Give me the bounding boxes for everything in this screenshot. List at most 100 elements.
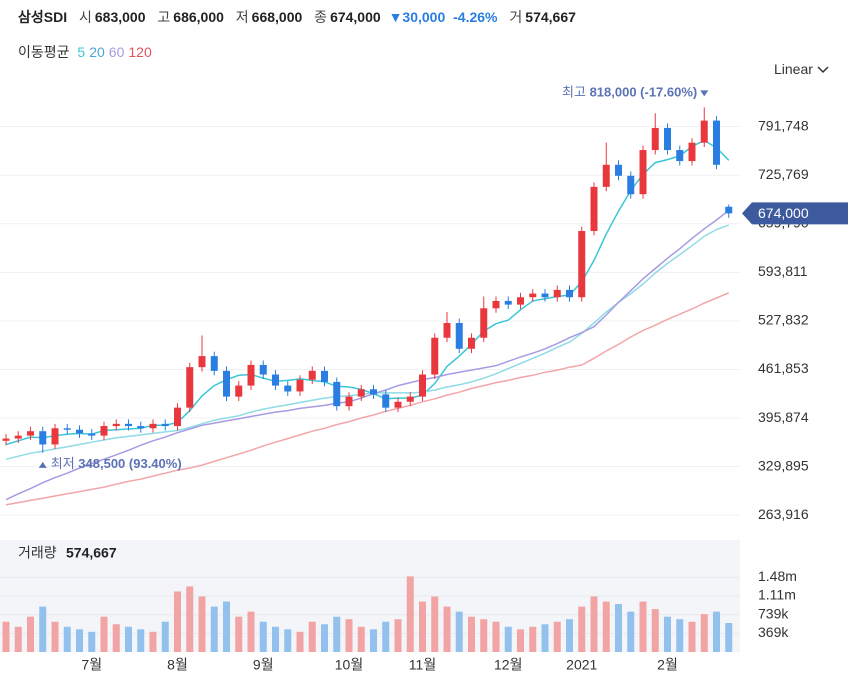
candle-body <box>431 337 439 375</box>
max-label: 최고 <box>562 85 586 100</box>
y-tick-label: 395,874 <box>758 409 809 425</box>
candle-body <box>14 435 22 439</box>
volume-bar <box>370 629 377 652</box>
quote-value: 668,000 <box>251 9 303 25</box>
volume-bar <box>259 621 267 652</box>
candle-body <box>590 186 598 232</box>
candle-body <box>186 367 194 408</box>
volume-bar <box>345 619 353 652</box>
legend: 이동평균 5 20 60 120 <box>18 42 156 62</box>
volume-tick-label: 369k <box>758 624 789 640</box>
volume-bar <box>455 611 463 652</box>
legend-entry: 60 <box>108 44 125 60</box>
last-price-tag <box>742 202 848 225</box>
volume-bar <box>651 609 659 652</box>
volume-bar <box>112 624 120 652</box>
candle-body <box>406 396 414 402</box>
volume-bar <box>578 606 586 652</box>
volume-bar <box>676 619 684 652</box>
candle-body <box>88 433 96 436</box>
candle-body <box>161 423 169 427</box>
volume-bar <box>308 621 316 652</box>
candle-body <box>639 150 647 195</box>
volume-bar <box>321 624 328 652</box>
volume-bar <box>492 621 500 652</box>
quote-label: 저 <box>235 9 249 25</box>
candle-body <box>651 127 659 151</box>
volume-tick-label: 739k <box>758 605 789 621</box>
quote-value: 686,000 <box>173 9 224 25</box>
volume-bar <box>161 621 169 652</box>
quote-label: 거 <box>509 9 523 25</box>
volume-bar <box>480 619 488 652</box>
candle-body <box>517 297 524 305</box>
volume-bar <box>688 621 696 652</box>
x-tick-label: 2021 <box>566 657 597 673</box>
candle-body <box>284 385 292 392</box>
price-change: ▼30,000 <box>388 9 446 25</box>
candle-body <box>272 374 279 386</box>
candle-body <box>63 428 71 430</box>
volume-bar <box>88 631 96 652</box>
volume-bar <box>272 626 279 652</box>
volume-bar <box>14 626 22 652</box>
candle-body <box>468 337 475 349</box>
x-tick-label: 8월 <box>167 657 188 673</box>
volume-bar <box>725 623 733 652</box>
quote-value: 683,000 <box>94 9 146 25</box>
volume-bar <box>664 616 671 652</box>
volume-bar <box>149 631 157 652</box>
volume-bar <box>2 621 10 652</box>
volume-bar <box>468 616 475 652</box>
scale-menu-label[interactable]: Linear <box>774 61 813 77</box>
candle-body <box>223 370 230 397</box>
y-tick-label: 263,916 <box>758 506 809 522</box>
legend-entry: 5 <box>77 44 86 60</box>
volume-bar <box>443 606 451 652</box>
chevron[interactable] <box>817 66 829 74</box>
candle-body <box>137 426 145 429</box>
candle-body <box>529 293 537 298</box>
y-tick-label: 791,748 <box>758 117 809 133</box>
volume-bar <box>541 624 549 652</box>
legend-entry: 120 <box>128 44 152 60</box>
volume-bar <box>27 616 34 652</box>
quote-label: 시 <box>79 9 92 25</box>
x-tick-label: 12월 <box>494 657 522 673</box>
scale-menu[interactable]: Linear <box>774 61 829 77</box>
volume-bar <box>615 604 622 652</box>
moving-average-line <box>5 139 730 446</box>
y-tick-label: 527,832 <box>758 312 809 328</box>
candle-body <box>308 370 316 380</box>
quote-label: 종 <box>314 9 328 25</box>
candle-body <box>174 407 181 427</box>
price-change-pct: -4.26% <box>453 9 498 25</box>
last-price-label: 674,000 <box>758 205 809 221</box>
min-marker <box>38 461 47 468</box>
volume-bar <box>296 631 304 652</box>
stock-name: 삼성SDI <box>18 9 68 25</box>
candle-body <box>27 431 34 436</box>
legend-title: 이동평균 <box>18 44 70 60</box>
volume-bar <box>700 614 708 652</box>
max-annotation: 최고 818,000 (-17.60%) <box>562 85 697 100</box>
candle-body <box>541 293 549 298</box>
min-value: 348,500 (93.40%) <box>78 456 181 471</box>
x-tick-label: 2월 <box>657 657 678 673</box>
candle-body <box>333 381 341 407</box>
volume-tick-label: 1.11m <box>758 587 796 603</box>
volume-bar <box>566 619 573 652</box>
volume-bar <box>590 596 598 652</box>
moving-average-line <box>5 209 730 501</box>
quote-value: 574,667 <box>525 9 576 25</box>
candle-body <box>553 289 561 298</box>
candle-body <box>112 423 120 427</box>
candle-body <box>504 300 512 305</box>
volume-bar <box>382 621 390 652</box>
volume-bar <box>100 616 108 652</box>
volume-bar <box>39 606 47 652</box>
moving-average-line <box>5 224 730 460</box>
candle-body <box>235 385 243 397</box>
